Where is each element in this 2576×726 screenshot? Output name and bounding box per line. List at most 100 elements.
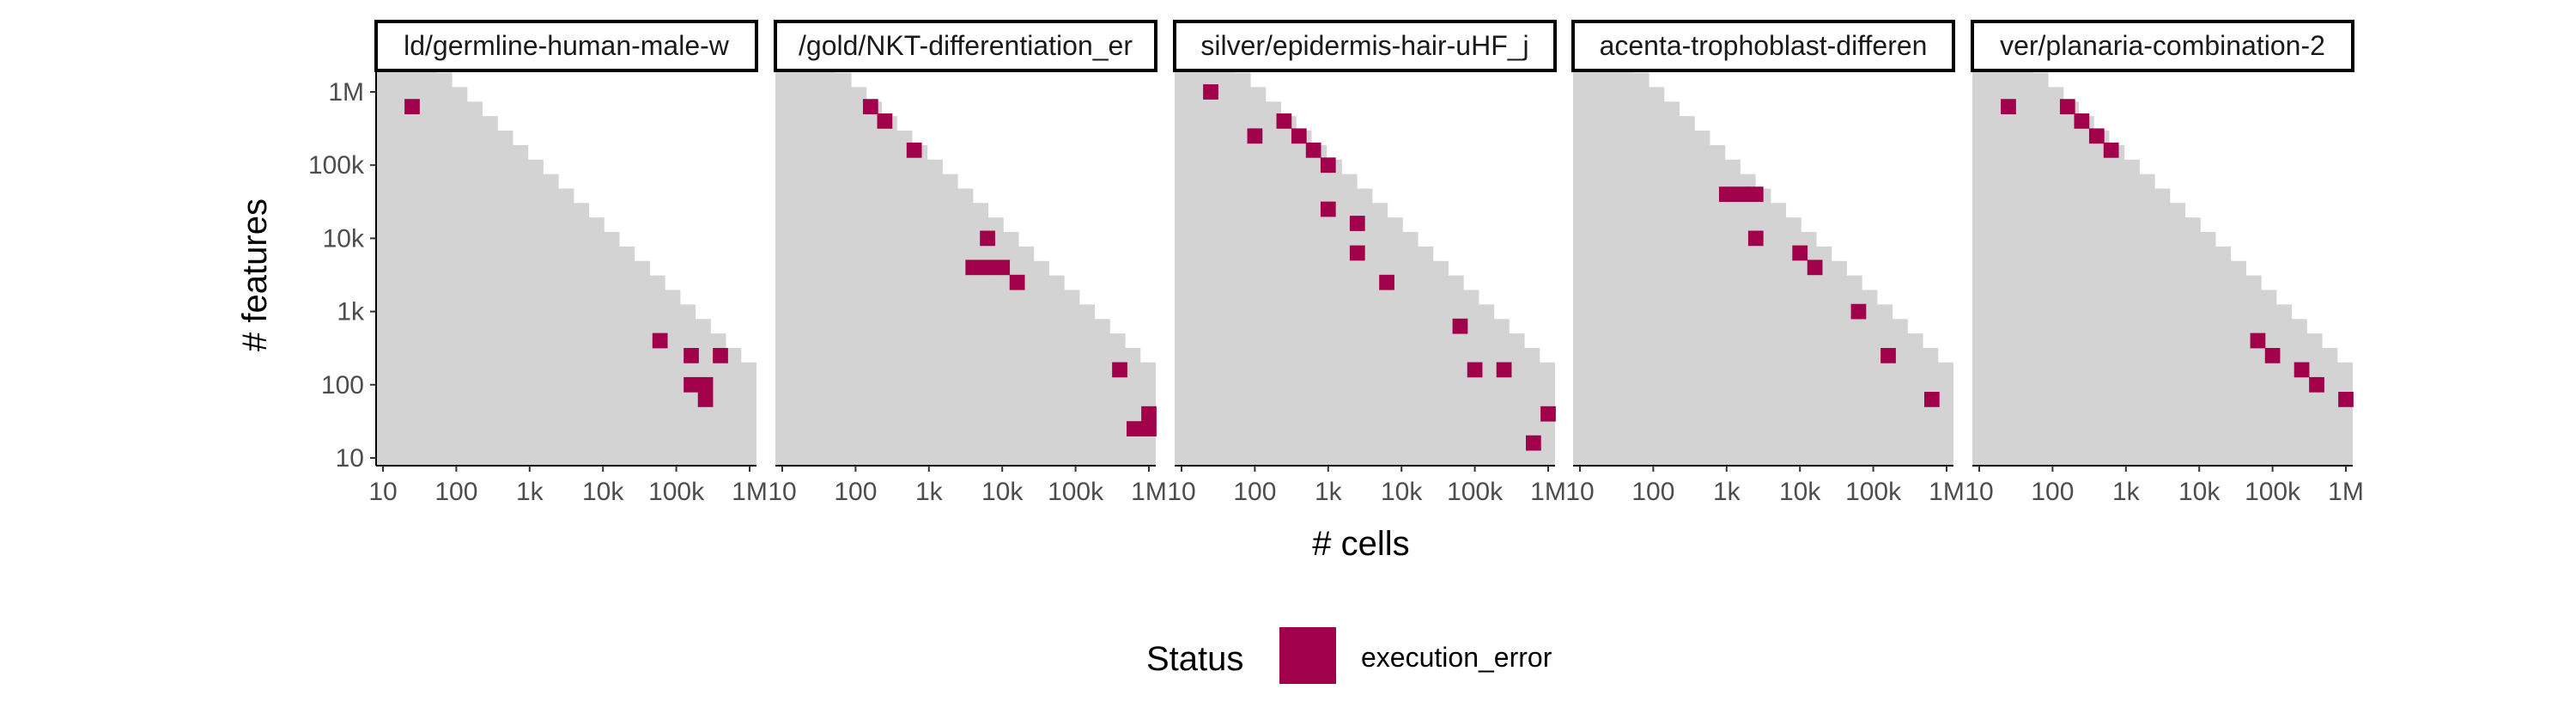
status-cell (683, 376, 699, 393)
status-cell (1880, 348, 1896, 363)
status-cell (1247, 128, 1263, 144)
facet-title: ld/germline-human-male-w (404, 30, 730, 61)
status-cell (1452, 318, 1468, 334)
x-tick-label: 1M (2328, 478, 2364, 506)
y-tick-label: 100k (308, 151, 365, 180)
status-cell (1734, 186, 1750, 202)
x-tick-label: 100 (834, 478, 877, 506)
status-cell (652, 332, 668, 349)
status-cell (1379, 274, 1394, 290)
y-axis: 10 100 1k 10k 100k 1M (308, 72, 377, 473)
x-tick-label: 10k (2178, 478, 2221, 506)
x-tick-label: 1M (732, 478, 768, 506)
status-cell (1291, 128, 1307, 144)
status-cell (994, 259, 1011, 276)
x-tick-label: 1k (1713, 478, 1741, 506)
y-axis-title: # features (236, 198, 274, 351)
status-cell (862, 99, 878, 114)
facet-panel: 10 100 1k 10k 100k 1M ld/germline-human-male-w (368, 20, 768, 506)
x-tick-label: 1k (2112, 478, 2141, 506)
status-cell (1276, 113, 1292, 129)
background-region (1573, 72, 1953, 466)
facet-strip (1571, 20, 1955, 72)
status-cell (877, 113, 893, 129)
status-cell (1203, 84, 1218, 100)
facet-panel: 10 100 1k 10k 100k 1M silver/epidermis-hair-uH… (1167, 20, 1566, 506)
x-tick-label: 1k (1315, 478, 1343, 506)
background-region (1175, 72, 1555, 466)
status-cell (2059, 99, 2075, 114)
status-cell (1349, 216, 1365, 231)
status-cell (1718, 186, 1735, 202)
status-cell (1792, 245, 1808, 261)
legend: Status execution_error (1146, 627, 1552, 684)
status-cell (1320, 201, 1336, 217)
x-tick-label: 1M (1131, 478, 1167, 506)
y-tick-label: 100 (321, 371, 364, 400)
x-tick-label: 10k (1381, 478, 1423, 506)
x-tick-label: 10 (368, 478, 397, 506)
x-tick-label: 100 (434, 478, 477, 506)
status-cell (1850, 303, 1867, 320)
x-tick-label: 100 (2031, 478, 2074, 506)
status-cell (1807, 259, 1823, 276)
facet-panel: 10 100 1k 10k 100k 1M ver/planaria-combination… (1965, 20, 2364, 506)
x-tick-label: 10k (1779, 478, 1821, 506)
facet-title: silver/epidermis-hair-uHF_j (1200, 30, 1528, 61)
status-cell (2103, 142, 2119, 158)
status-cell (404, 99, 420, 114)
status-cell (1496, 362, 1512, 378)
status-cell (713, 348, 728, 363)
x-tick-label: 100k (1048, 478, 1104, 506)
x-tick-label: 1M (1929, 478, 1965, 506)
background-region (376, 72, 756, 466)
legend-key (1279, 627, 1336, 684)
x-tick-label: 100k (1447, 478, 1504, 506)
y-tick-label: 10k (323, 224, 365, 253)
status-cell (1526, 435, 1541, 451)
x-tick-label: 10k (582, 478, 624, 506)
x-tick-label: 1k (915, 478, 944, 506)
status-cell (2088, 128, 2105, 144)
x-tick-label: 10 (1965, 478, 1993, 506)
y-tick-label: 10 (336, 444, 364, 473)
status-cell (2293, 362, 2310, 378)
status-cell (1141, 406, 1157, 422)
facet-title: acenta-trophoblast-differen (1600, 30, 1928, 61)
status-cell (1009, 274, 1025, 290)
x-tick-label: 100k (2245, 478, 2301, 506)
status-cell (906, 142, 922, 158)
status-cell (2264, 348, 2281, 363)
status-cell (2250, 332, 2266, 349)
x-axis-title: # cells (1312, 525, 1409, 563)
status-cell (2338, 392, 2354, 407)
x-tick-label: 1k (516, 478, 544, 506)
status-cell (1747, 230, 1764, 247)
facet-panel: 10 100 1k 10k 100k 1M/gold/NKT-differentiatio… (768, 20, 1167, 506)
legend-label: execution_error (1361, 642, 1552, 673)
status-cell (1747, 186, 1764, 202)
facet-strip (1173, 20, 1557, 72)
x-tick-label: 10k (981, 478, 1024, 506)
status-cell (2074, 113, 2090, 129)
status-cell (965, 259, 981, 276)
facet-title: ver/planaria-combination-2 (2000, 30, 2325, 61)
status-cell (2001, 99, 2016, 114)
status-cell (1141, 421, 1157, 436)
y-tick-label: 1M (328, 78, 364, 107)
x-tick-label: 10 (768, 478, 796, 506)
status-cell (1112, 362, 1127, 378)
facet-title: /gold/NKT-differentiation_er (799, 30, 1133, 61)
x-tick-label: 100k (1845, 478, 1902, 506)
x-tick-label: 100k (648, 478, 705, 506)
status-cell (1127, 421, 1142, 436)
x-tick-label: 10 (1167, 478, 1195, 506)
status-cell (1924, 392, 1940, 407)
x-tick-label: 1M (1530, 478, 1566, 506)
x-tick-label: 100 (1233, 478, 1276, 506)
status-cell (697, 392, 714, 407)
status-cell (980, 259, 995, 276)
x-tick-label: 100 (1631, 478, 1674, 506)
